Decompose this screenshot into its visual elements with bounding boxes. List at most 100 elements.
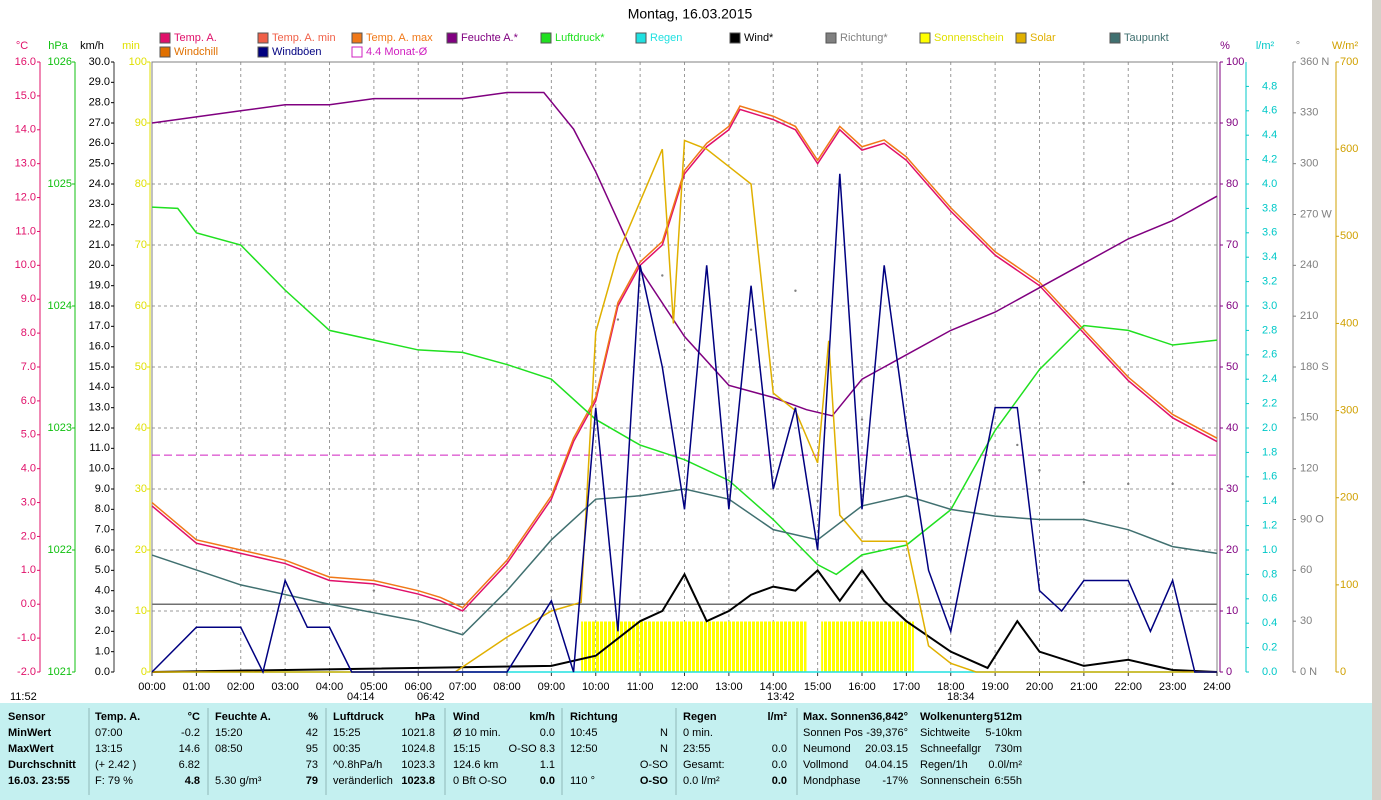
x-tick-label: 22:00 <box>1114 681 1142 693</box>
series-line <box>151 108 1218 612</box>
x-tick-label: 04:00 <box>316 681 344 693</box>
y-tick-label: 29.0 <box>89 76 110 88</box>
footer-cell: 95 <box>306 743 318 755</box>
y-tick-label: 4.2 <box>1262 154 1277 166</box>
y-tick-label: 60 <box>1226 300 1238 312</box>
y-tick-label: 200 <box>1340 492 1358 504</box>
y-tick-label: 90 <box>1226 117 1238 129</box>
y-tick-label: 28.0 <box>89 97 110 109</box>
y-tick-label: 1023 <box>48 422 72 434</box>
footer-cell: 4.8 <box>185 775 200 787</box>
y-tick-label: 22.0 <box>89 219 110 231</box>
footer-cell: 0.0 <box>772 759 787 771</box>
axis-unit: min <box>122 40 140 52</box>
y-tick-label: 0.0 <box>95 666 110 678</box>
y-tick-label: 270 W <box>1300 208 1332 220</box>
y-tick-label: -1.0 <box>17 632 36 644</box>
y-tick-label: 10 <box>135 605 147 617</box>
y-tick-label: 0 N <box>1300 666 1317 678</box>
y-tick-label: 9.0 <box>21 293 36 305</box>
legend-label: Sonnenschein <box>934 32 1004 44</box>
footer-cell: Sonnen Pos <box>803 727 863 739</box>
y-tick-label: 15.0 <box>89 361 110 373</box>
y-tick-label: 12.0 <box>15 191 36 203</box>
y-tick-label: 1026 <box>48 56 72 68</box>
legend-swatch <box>1015 32 1027 44</box>
y-tick-label: 80 <box>1226 178 1238 190</box>
y-tick-label: 14.0 <box>15 124 36 136</box>
legend-swatch <box>159 46 171 58</box>
y-tick-label: 1024 <box>48 300 72 312</box>
y-tick-label: 17.0 <box>89 320 110 332</box>
y-tick-label: 240 <box>1300 259 1318 271</box>
x-tick-label: 15:00 <box>804 681 832 693</box>
y-tick-label: 100 <box>1226 56 1244 68</box>
footer-cell: °C <box>188 711 200 723</box>
y-tick-label: 30 <box>1300 615 1312 627</box>
y-tick-label: 4.6 <box>1262 105 1277 117</box>
axis-unit: % <box>1220 40 1230 52</box>
y-tick-label: 3.6 <box>1262 227 1277 239</box>
footer-cell: Neumond <box>803 743 851 755</box>
y-tick-label: 360 N <box>1300 56 1329 68</box>
x-tick-label: 19:00 <box>981 681 1009 693</box>
footer-cell: 6:55h <box>994 775 1022 787</box>
direction-point <box>661 274 664 277</box>
footer-cell: Luftdruck <box>333 711 385 723</box>
legend-swatch <box>159 32 171 44</box>
footer-cell: 13:15 <box>95 743 123 755</box>
y-tick-label: 90 O <box>1300 513 1324 525</box>
footer-cell: Regen <box>683 711 717 723</box>
direction-point <box>1038 469 1041 472</box>
footer-cell: Wind <box>453 711 480 723</box>
footer-cell: N <box>660 727 668 739</box>
footer-cell: 04.04.15 <box>865 759 908 771</box>
legend-label: Windchill <box>174 46 218 58</box>
y-tick-label: 3.4 <box>1262 251 1277 263</box>
y-tick-label: 1.4 <box>1262 495 1277 507</box>
footer-cell: MaxWert <box>8 743 54 755</box>
y-tick-label: 20 <box>135 544 147 556</box>
footer-cell: 0 min. <box>683 727 713 739</box>
event-time: 13:42 <box>767 691 795 703</box>
footer-cell: 16.03. 23:55 <box>8 775 70 787</box>
y-tick-label: 12.0 <box>89 422 110 434</box>
y-tick-label: 210 <box>1300 310 1318 322</box>
direction-point <box>616 318 620 321</box>
y-tick-label: 2.0 <box>1262 422 1277 434</box>
legend-swatch <box>446 32 458 44</box>
x-tick-label: 05:00 <box>360 681 388 693</box>
footer-cell: 6.82 <box>179 759 200 771</box>
series-line <box>151 488 1218 636</box>
legend-label: Windböen <box>272 46 322 58</box>
legend-label: Temp. A. min <box>272 32 336 44</box>
y-tick-label: 2.0 <box>21 530 36 542</box>
footer-cell: O-SO <box>640 775 669 787</box>
y-tick-label: 80 <box>135 178 147 190</box>
y-tick-label: 500 <box>1340 230 1358 242</box>
event-time: 18:34 <box>947 691 975 703</box>
direction-point <box>749 328 753 331</box>
footer-cell: 1023.3 <box>401 759 435 771</box>
footer-cell: Richtung <box>570 711 618 723</box>
y-tick-label: 30.0 <box>89 56 110 68</box>
footer-cell: 0.0 <box>772 743 787 755</box>
footer-cell: 1023.8 <box>401 775 435 787</box>
axis-unit: km/h <box>80 40 104 52</box>
footer-cell: km/h <box>529 711 555 723</box>
footer-cell: 110 ° <box>570 775 595 787</box>
footer-cell: Durchschnitt <box>8 759 76 771</box>
series-line <box>151 91 1218 417</box>
y-tick-label: 27.0 <box>89 117 110 129</box>
x-tick-label: 13:00 <box>715 681 743 693</box>
sunshine-bar <box>821 621 914 672</box>
y-tick-label: 70 <box>135 239 147 251</box>
y-tick-label: 60 <box>1300 564 1312 576</box>
y-tick-label: 14.0 <box>89 381 110 393</box>
y-tick-label: 0 <box>1340 666 1346 678</box>
y-tick-label: 2.8 <box>1262 324 1277 336</box>
direction-point <box>683 348 686 352</box>
y-tick-label: 25.0 <box>89 158 110 170</box>
y-tick-label: 2.2 <box>1262 398 1277 410</box>
